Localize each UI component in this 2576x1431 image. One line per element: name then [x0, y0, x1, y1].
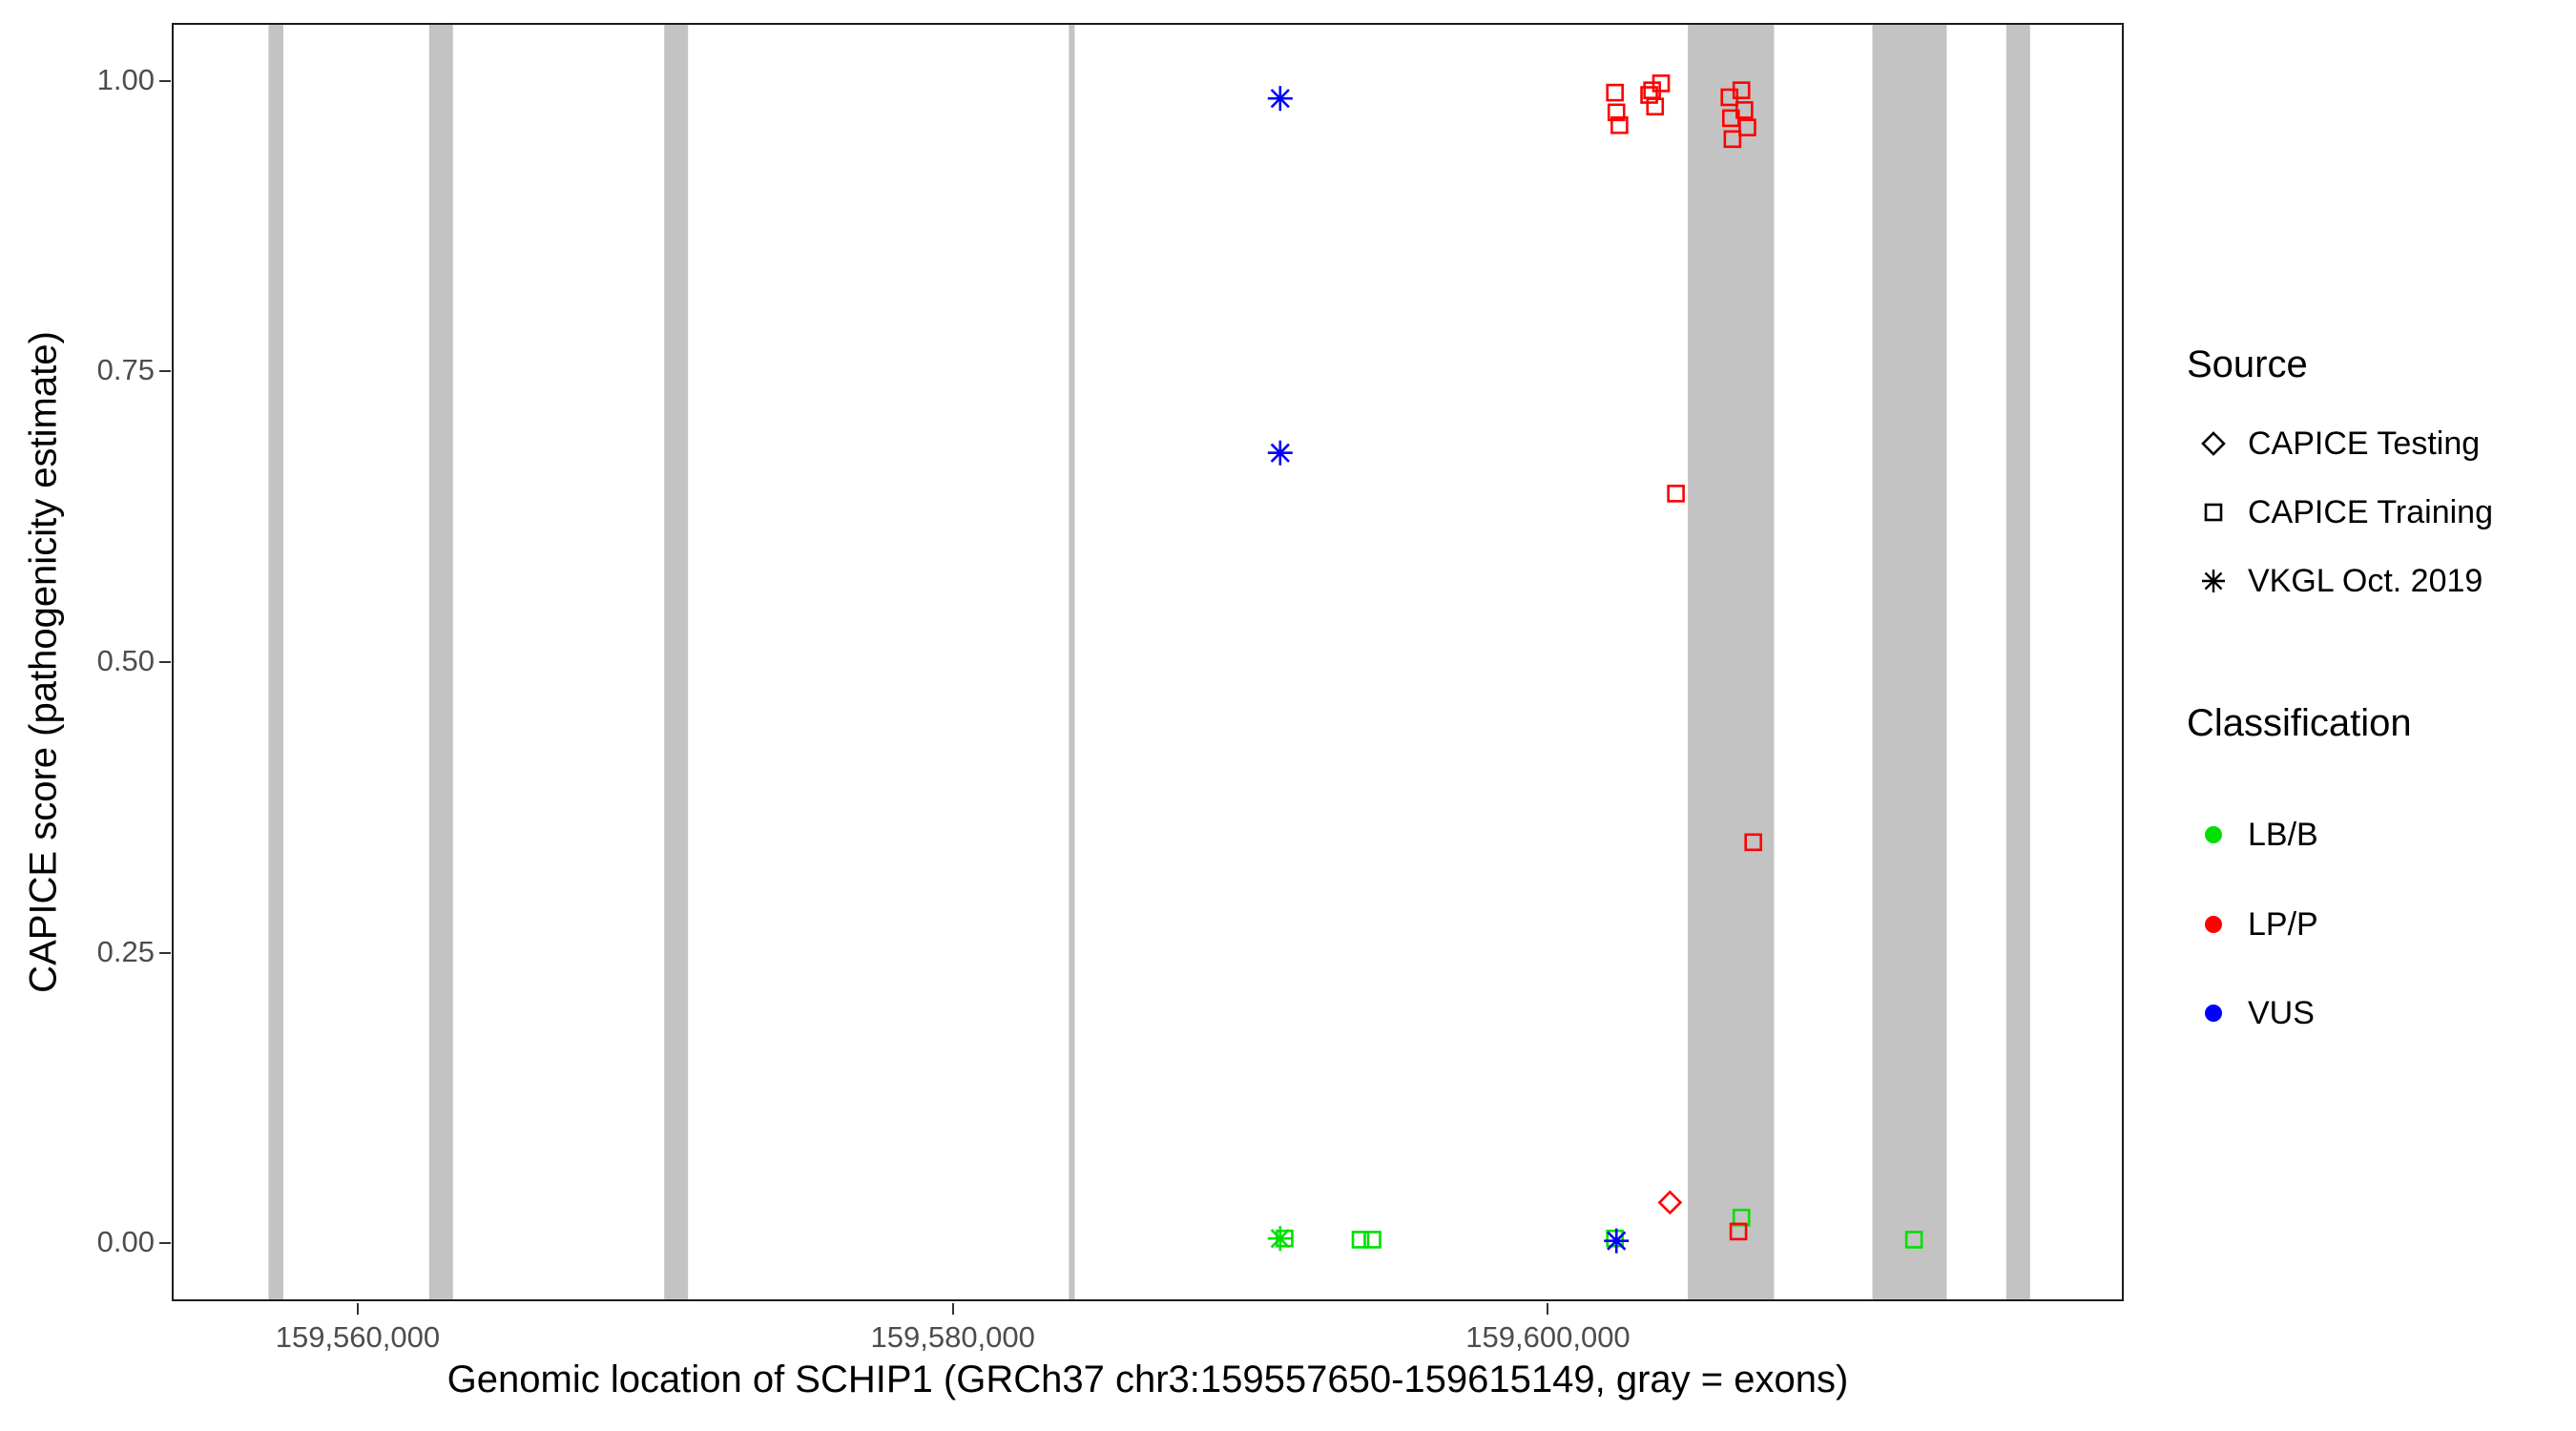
blue-dot-icon: [2205, 1005, 2222, 1022]
data-point-asterisk: [1267, 86, 1293, 112]
data-point-square: [1646, 97, 1665, 116]
data-point-square: [1735, 101, 1754, 119]
exon-bar: [2005, 23, 2030, 1301]
legend-item-vkgl: VKGL Oct. 2019: [2194, 562, 2483, 600]
x-tick-label: 159,560,000: [275, 1320, 441, 1354]
green-dot-icon: [2205, 826, 2222, 843]
y-axis-tick: [159, 661, 171, 663]
data-point-square: [1610, 115, 1629, 135]
data-point-square: [1652, 74, 1671, 93]
legend-item-capice-testing: CAPICE Testing: [2194, 425, 2480, 463]
legend-label: VUS: [2248, 994, 2315, 1031]
x-axis-title: Genomic location of SCHIP1 (GRCh37 chr3:…: [447, 1358, 1849, 1400]
legend-item-lbb: LB/B: [2194, 816, 2318, 854]
data-point-asterisk: [1604, 1228, 1630, 1254]
y-axis-tick: [159, 370, 171, 373]
y-tick-label: 0.50: [96, 644, 155, 677]
red-dot-icon: [2205, 916, 2222, 933]
data-point-square: [1738, 118, 1756, 136]
y-tick-label: 0.25: [96, 934, 155, 968]
asterisk-icon: [2202, 570, 2225, 592]
exon-bar: [268, 23, 283, 1301]
data-point-square: [1667, 485, 1685, 503]
exon-bar: [664, 23, 689, 1301]
data-point-diamond: [1657, 1190, 1683, 1215]
data-point-square: [1363, 1231, 1381, 1249]
diamond-icon: [2201, 431, 2226, 456]
y-axis-tick: [159, 79, 171, 82]
exon-bar: [1688, 23, 1775, 1301]
x-tick-label: 159,600,000: [1465, 1320, 1631, 1354]
legend-item-lpp: LP/P: [2194, 905, 2318, 944]
legend-label: CAPICE Training: [2248, 493, 2493, 530]
x-axis-tick: [356, 1303, 359, 1315]
data-point-square: [1744, 833, 1762, 852]
legend-label: CAPICE Testing: [2248, 425, 2481, 462]
data-point-asterisk: [1267, 1226, 1293, 1252]
legend-source-title: Source: [2187, 343, 2308, 385]
legend-item-vus: VUS: [2194, 994, 2315, 1032]
x-axis-tick: [951, 1303, 954, 1315]
y-tick-label: 0.00: [96, 1225, 155, 1259]
y-tick-label: 1.00: [96, 62, 155, 96]
legend-label: LB/B: [2248, 816, 2318, 853]
y-axis-tick: [159, 951, 171, 954]
plot-panel: [172, 23, 2124, 1301]
legend-label: VKGL Oct. 2019: [2248, 562, 2483, 599]
data-point-square: [1723, 130, 1742, 149]
data-point-square: [1904, 1231, 1923, 1249]
legend-classification-title: Classification: [2187, 702, 2412, 744]
y-axis-tick: [159, 1242, 171, 1245]
data-point-square: [1640, 86, 1658, 104]
data-point-square: [1732, 81, 1751, 99]
legend-label: LP/P: [2248, 905, 2318, 943]
exon-bar: [428, 23, 453, 1301]
data-point-square: [1606, 1229, 1624, 1248]
x-axis-tick: [1547, 1303, 1549, 1315]
data-point-square: [1606, 83, 1624, 102]
data-point-asterisk: [1267, 440, 1293, 466]
data-point-square: [1732, 1208, 1751, 1227]
x-tick-label: 159,580,000: [870, 1320, 1035, 1354]
data-point-square: [1351, 1231, 1370, 1249]
legend-item-capice-training: CAPICE Training: [2194, 493, 2493, 531]
y-tick-label: 0.75: [96, 353, 155, 387]
exon-bar: [1872, 23, 1947, 1301]
data-point-square: [1729, 1222, 1748, 1241]
square-icon: [2204, 503, 2223, 522]
data-point-square: [1607, 103, 1626, 122]
plot-area-svg: [268, 23, 2030, 1301]
exon-bar: [1069, 23, 1075, 1301]
